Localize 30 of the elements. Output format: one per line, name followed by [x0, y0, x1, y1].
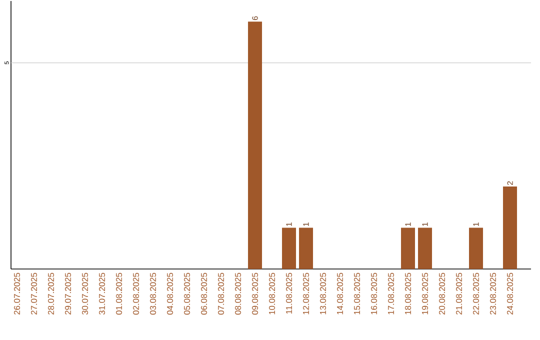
x-tick-label: 02.08.2025: [133, 272, 139, 315]
x-tick-label: 01.08.2025: [116, 272, 122, 315]
x-tick-label: 27.07.2025: [31, 272, 37, 314]
x-tick-label: 10.08.2025: [269, 272, 275, 314]
x-tick-label: 08.08.2025: [235, 272, 241, 315]
x-tick-label: 12.08.2025: [303, 272, 309, 314]
x-tick-label: 16.08.2025: [371, 272, 377, 314]
x-tick-label: 05.08.2025: [184, 272, 190, 315]
x-tick-label: 07.08.2025: [218, 272, 224, 315]
x-tick-label: 21.08.2025: [456, 272, 462, 314]
x-tick-label: 29.07.2025: [65, 272, 71, 314]
x-tick-label: 18.08.2025: [405, 272, 411, 314]
x-tick-label: 19.08.2025: [422, 272, 428, 314]
x-tick-label: 31.07.2025: [99, 272, 105, 315]
x-tick-label: 06.08.2025: [201, 272, 207, 315]
x-tick-label: 23.08.2025: [490, 272, 496, 314]
x-tick-label: 15.08.2025: [354, 272, 360, 314]
x-tick-label: 26.07.2025: [14, 272, 20, 314]
x-tick-label: 13.08.2025: [320, 272, 326, 314]
x-tick-label: 22.08.2025: [473, 272, 479, 314]
x-tick-label: 04.08.2025: [167, 272, 173, 315]
x-tick-label: 17.08.2025: [388, 272, 394, 314]
x-tick-label: 24.08.2025: [507, 272, 513, 314]
x-tick-label: 20.08.2025: [439, 272, 445, 314]
x-tick-label: 03.08.2025: [150, 272, 156, 315]
x-tick-label: 09.08.2025: [252, 272, 258, 315]
x-tick-label: 14.08.2025: [337, 272, 343, 314]
x-tick-label: 30.07.2025: [82, 272, 88, 315]
x-tick-label: 11.08.2025: [286, 272, 292, 314]
x-tick-label: 28.07.2025: [48, 272, 54, 314]
